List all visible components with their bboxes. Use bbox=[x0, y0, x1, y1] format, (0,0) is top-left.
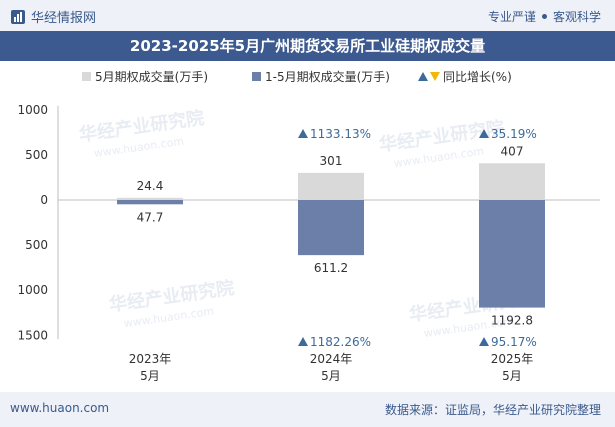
bar-monthly bbox=[117, 197, 183, 200]
x-tick-label: 5月 bbox=[321, 369, 341, 383]
y-tick-label: 500 bbox=[25, 148, 48, 162]
growth-label-cumulative: 1182.26% bbox=[310, 335, 371, 349]
y-tick-label: 1500 bbox=[17, 328, 48, 342]
growth-label-monthly: 35.19% bbox=[491, 127, 537, 141]
top-bar bbox=[0, 0, 615, 31]
brand-name: 华经情报网 bbox=[31, 11, 97, 26]
bar-cumulative bbox=[298, 200, 364, 256]
y-tick-label: 1000 bbox=[17, 283, 48, 297]
slogan-right: 客观科学 bbox=[552, 10, 601, 24]
data-label-monthly: 407 bbox=[501, 144, 524, 158]
website-link[interactable]: www.huaon.com bbox=[10, 401, 110, 415]
slogan-left: 专业严谨 bbox=[487, 10, 536, 24]
x-tick-label: 2025年 bbox=[491, 352, 534, 366]
slogan: 专业严谨 客观科学 bbox=[488, 8, 601, 25]
bar-cumulative bbox=[117, 200, 183, 205]
y-tick-label: 1000 bbox=[17, 103, 48, 117]
legend-label: 同比增长(%) bbox=[443, 70, 512, 84]
legend-label: 1-5月期权成交量(万手) bbox=[265, 69, 390, 84]
growth-label-cumulative: 95.17% bbox=[491, 335, 537, 349]
legend-label: 5月期权成交量(万手) bbox=[95, 69, 208, 84]
legend-down-arrow-icon bbox=[430, 72, 440, 81]
brand-logo-icon bbox=[11, 9, 25, 24]
title-bar bbox=[0, 31, 615, 61]
data-source: 数据来源：证监局，华经产业研究院整理 bbox=[384, 403, 601, 417]
x-tick-label: 2023年 bbox=[129, 352, 172, 366]
data-label-cumulative: 1192.8 bbox=[491, 314, 533, 328]
data-label-cumulative: 611.2 bbox=[314, 261, 348, 275]
growth-up-arrow-icon bbox=[479, 129, 489, 138]
slogan-dot-icon bbox=[541, 14, 547, 19]
x-tick-label: 5月 bbox=[502, 369, 522, 383]
x-tick-label: 5月 bbox=[140, 369, 160, 383]
data-label-cumulative: 47.7 bbox=[137, 210, 164, 224]
growth-label-monthly: 1133.13% bbox=[310, 127, 371, 141]
y-tick-label: 500 bbox=[25, 238, 48, 252]
bar-cumulative bbox=[479, 200, 545, 308]
bottom-bar bbox=[0, 392, 615, 427]
data-label-monthly: 301 bbox=[320, 154, 343, 168]
growth-up-arrow-icon bbox=[479, 337, 489, 346]
y-tick-label: 0 bbox=[40, 193, 48, 207]
x-tick-label: 2024年 bbox=[310, 352, 353, 366]
brand-logo[interactable]: 华经情报网 bbox=[10, 7, 96, 26]
bar-monthly bbox=[479, 163, 545, 200]
growth-up-arrow-icon bbox=[298, 129, 308, 138]
chart-title: 2023-2025年5月广州期货交易所工业硅期权成交量 bbox=[129, 37, 486, 55]
legend-up-arrow-icon bbox=[418, 72, 428, 81]
data-label-monthly: 24.4 bbox=[137, 179, 164, 193]
bar-monthly bbox=[298, 172, 364, 200]
growth-up-arrow-icon bbox=[298, 337, 308, 346]
legend-swatch-cumulative bbox=[252, 72, 261, 81]
legend-swatch-monthly bbox=[82, 72, 91, 81]
